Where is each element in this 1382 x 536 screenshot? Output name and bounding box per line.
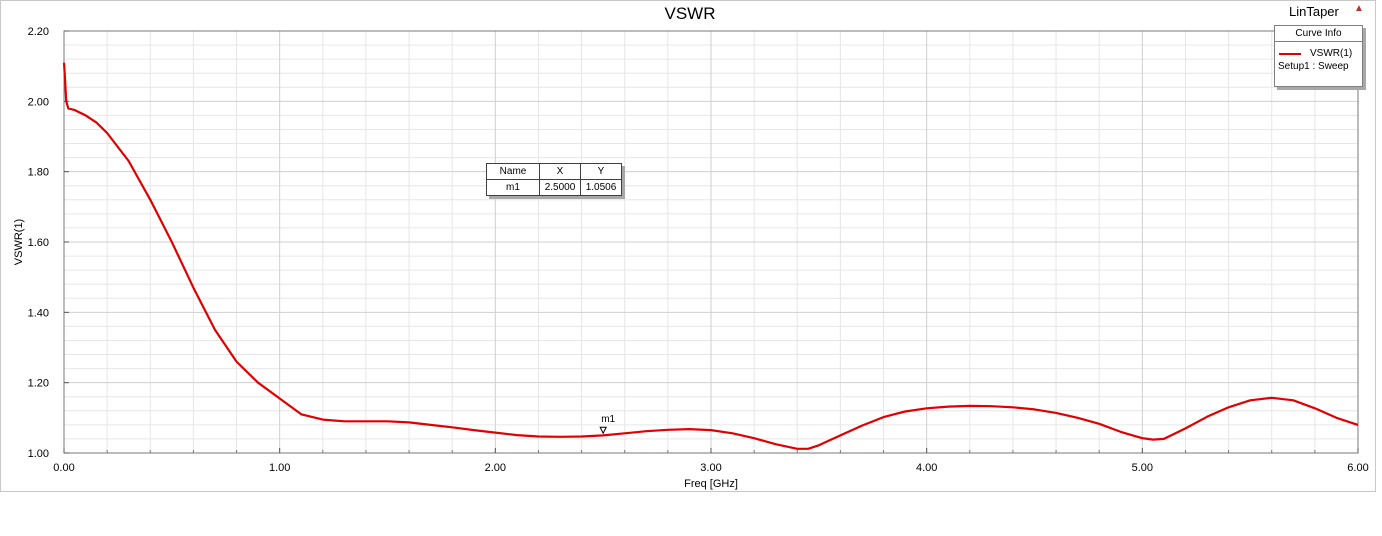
x-tick-label: 4.00 — [916, 462, 937, 474]
chart-title: VSWR — [665, 4, 716, 23]
x-tick-label: 0.00 — [53, 462, 74, 474]
x-tick-label: 3.00 — [700, 462, 721, 474]
marker-table-cell-y: 1.0506 — [580, 179, 622, 196]
y-tick-label: 1.20 — [28, 378, 49, 390]
plot-frame — [0, 0, 1376, 492]
report-name: LinTaper — [1289, 4, 1339, 19]
y-tick-label: 1.80 — [28, 167, 49, 179]
y-tick-label: 1.40 — [28, 307, 49, 319]
marker-table-header-name: Name — [486, 163, 540, 180]
series-layer — [62, 62, 1359, 450]
curve-info-legend[interactable]: Curve Info VSWR(1) Setup1 : Sweep — [1274, 25, 1363, 87]
x-axis-label: Freq [GHz] — [684, 478, 738, 490]
marker-table-header-row: Name X Y — [486, 163, 622, 180]
y-tick-label: 2.00 — [28, 96, 49, 108]
marker-table-cell-x: 2.5000 — [539, 179, 581, 196]
grid — [63, 30, 1359, 454]
marker-label[interactable]: m1 — [601, 414, 615, 425]
x-tick-label: 1.00 — [269, 462, 290, 474]
report-warning-icon[interactable]: ▲ — [1354, 3, 1364, 14]
y-axis-label: VSWR(1) — [13, 219, 25, 265]
marker-table-cell-name: m1 — [486, 179, 540, 196]
marker-table-header-x: X — [539, 163, 581, 180]
legend-curve-source: Setup1 : Sweep — [1278, 61, 1349, 72]
marker-triangle-icon[interactable] — [599, 426, 607, 435]
y-tick-label: 1.00 — [28, 448, 49, 460]
legend-entry[interactable]: VSWR(1) — [1275, 47, 1362, 61]
axis-ticks: 0.00 1.00 2.00 3.00 4.00 5.00 6.00 1.00 1.20 1.40… — [28, 26, 1369, 474]
series-line-vswr — [62, 62, 1359, 450]
marker-layer: m1 — [599, 414, 616, 435]
marker-table[interactable]: Name X Y m1 2.5000 1.0506 — [486, 163, 622, 196]
marker-table-header-y: Y — [580, 163, 622, 180]
marker-table-row[interactable]: m1 2.5000 1.0506 — [486, 179, 622, 196]
legend-swatch — [1279, 53, 1301, 55]
x-tick-label: 2.00 — [485, 462, 506, 474]
y-tick-label: 2.20 — [28, 26, 49, 38]
legend-header: Curve Info — [1275, 26, 1362, 42]
legend-curve-name: VSWR(1) — [1310, 48, 1353, 59]
y-tick-label: 1.60 — [28, 237, 49, 249]
x-tick-label: 6.00 — [1347, 462, 1368, 474]
x-tick-label: 5.00 — [1132, 462, 1153, 474]
